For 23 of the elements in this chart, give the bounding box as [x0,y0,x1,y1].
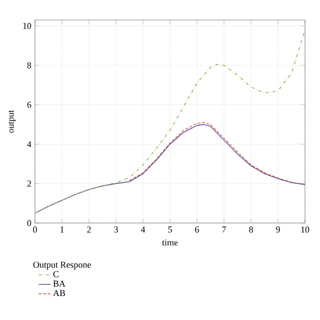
legend-label: C [53,271,58,278]
y-tick-label: 0 [27,220,32,226]
y-tick-label: 2 [27,180,31,187]
y-tick-label: 4 [27,141,32,148]
y-tick-label: 8 [27,62,32,68]
y-axis-title: output [8,110,16,133]
x-axis-title: time [162,239,178,246]
x-tick-label: 10 [301,226,310,233]
x-tick-label: 7 [222,226,226,232]
x-tick-label: 6 [195,226,199,233]
x-tick-label: 9 [276,226,280,233]
x-tick-label: 2 [87,226,91,232]
legend-title: Output Respone [33,262,91,270]
x-tick-label: 5 [168,226,172,233]
y-tick-label: 10 [23,22,32,29]
x-tick-label: 8 [249,226,253,233]
x-tick-label: 0 [33,226,37,233]
x-tick-label: 3 [114,226,118,233]
legend-label: BA [53,280,66,287]
legend-label: AB [53,290,66,296]
x-tick-label: 1 [60,226,64,232]
x-tick-label: 4 [140,226,146,232]
y-tick-label: 6 [27,102,32,108]
